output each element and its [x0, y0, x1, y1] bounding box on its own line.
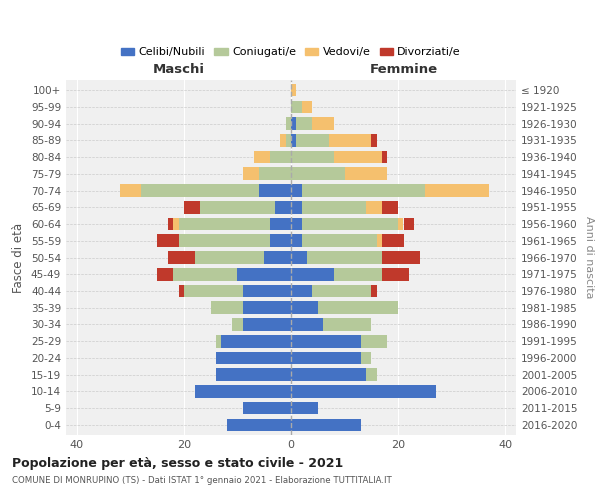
Bar — [194, 251, 264, 264]
Bar — [254, 150, 269, 164]
Bar — [366, 201, 382, 213]
Bar — [296, 118, 313, 130]
Bar — [291, 318, 323, 331]
Y-axis label: Fasce di età: Fasce di età — [13, 222, 25, 292]
Bar — [291, 184, 302, 197]
Bar — [382, 251, 419, 264]
Bar — [269, 218, 291, 230]
Bar — [173, 268, 238, 280]
Bar — [334, 268, 382, 280]
Bar — [291, 150, 334, 164]
Bar — [382, 268, 409, 280]
Bar — [216, 335, 221, 347]
Bar — [361, 352, 371, 364]
Bar — [259, 184, 291, 197]
Bar — [179, 218, 269, 230]
Bar — [302, 184, 425, 197]
Bar — [329, 134, 371, 146]
Bar — [291, 418, 361, 431]
Bar — [227, 418, 291, 431]
Text: COMUNE DI MONRUPINO (TS) - Dati ISTAT 1° gennaio 2021 - Elaborazione TUTTITALIA.: COMUNE DI MONRUPINO (TS) - Dati ISTAT 1°… — [12, 476, 392, 485]
Bar — [382, 150, 388, 164]
Bar — [382, 234, 404, 247]
Bar — [398, 218, 403, 230]
Bar — [371, 134, 377, 146]
Bar — [232, 318, 243, 331]
Bar — [291, 118, 296, 130]
Bar — [313, 118, 334, 130]
Bar — [291, 168, 344, 180]
Y-axis label: Anni di nascita: Anni di nascita — [584, 216, 594, 298]
Bar — [179, 284, 184, 298]
Bar — [173, 218, 179, 230]
Bar — [291, 234, 302, 247]
Bar — [291, 100, 302, 113]
Bar — [286, 134, 291, 146]
Bar — [291, 201, 302, 213]
Bar — [371, 284, 377, 298]
Bar — [307, 251, 382, 264]
Bar — [334, 150, 382, 164]
Bar — [157, 234, 179, 247]
Bar — [302, 218, 398, 230]
Bar — [291, 284, 313, 298]
Bar — [184, 201, 200, 213]
Bar — [259, 168, 291, 180]
Legend: Celibi/Nubili, Coniugati/e, Vedovi/e, Divorziati/e: Celibi/Nubili, Coniugati/e, Vedovi/e, Di… — [116, 43, 466, 62]
Bar — [238, 268, 291, 280]
Bar — [291, 385, 436, 398]
Bar — [382, 201, 398, 213]
Bar — [168, 218, 173, 230]
Bar — [269, 234, 291, 247]
Bar — [216, 368, 291, 381]
Bar — [313, 284, 371, 298]
Bar — [296, 134, 329, 146]
Bar — [291, 302, 318, 314]
Bar — [211, 302, 243, 314]
Text: Maschi: Maschi — [152, 64, 205, 76]
Bar — [243, 302, 291, 314]
Bar — [141, 184, 259, 197]
Bar — [184, 284, 243, 298]
Bar — [243, 318, 291, 331]
Bar — [291, 335, 361, 347]
Bar — [291, 368, 366, 381]
Bar — [344, 168, 388, 180]
Bar — [179, 234, 269, 247]
Bar — [291, 218, 302, 230]
Bar — [221, 335, 291, 347]
Bar — [291, 402, 318, 414]
Bar — [291, 251, 307, 264]
Bar — [404, 218, 414, 230]
Bar — [291, 84, 296, 96]
Bar — [302, 234, 377, 247]
Bar — [377, 234, 382, 247]
Bar — [269, 150, 291, 164]
Bar — [291, 352, 361, 364]
Bar — [366, 368, 377, 381]
Text: Popolazione per età, sesso e stato civile - 2021: Popolazione per età, sesso e stato civil… — [12, 458, 343, 470]
Bar — [275, 201, 291, 213]
Bar — [119, 184, 141, 197]
Bar — [302, 100, 313, 113]
Bar — [291, 268, 334, 280]
Bar — [280, 134, 286, 146]
Bar — [291, 134, 296, 146]
Text: Femmine: Femmine — [370, 64, 437, 76]
Bar — [323, 318, 371, 331]
Bar — [216, 352, 291, 364]
Bar — [194, 385, 291, 398]
Bar — [243, 402, 291, 414]
Bar — [168, 251, 194, 264]
Bar — [361, 335, 388, 347]
Bar — [200, 201, 275, 213]
Bar — [425, 184, 489, 197]
Bar — [264, 251, 291, 264]
Bar — [286, 118, 291, 130]
Bar — [243, 284, 291, 298]
Bar — [243, 168, 259, 180]
Bar — [318, 302, 398, 314]
Bar — [157, 268, 173, 280]
Bar — [302, 201, 366, 213]
